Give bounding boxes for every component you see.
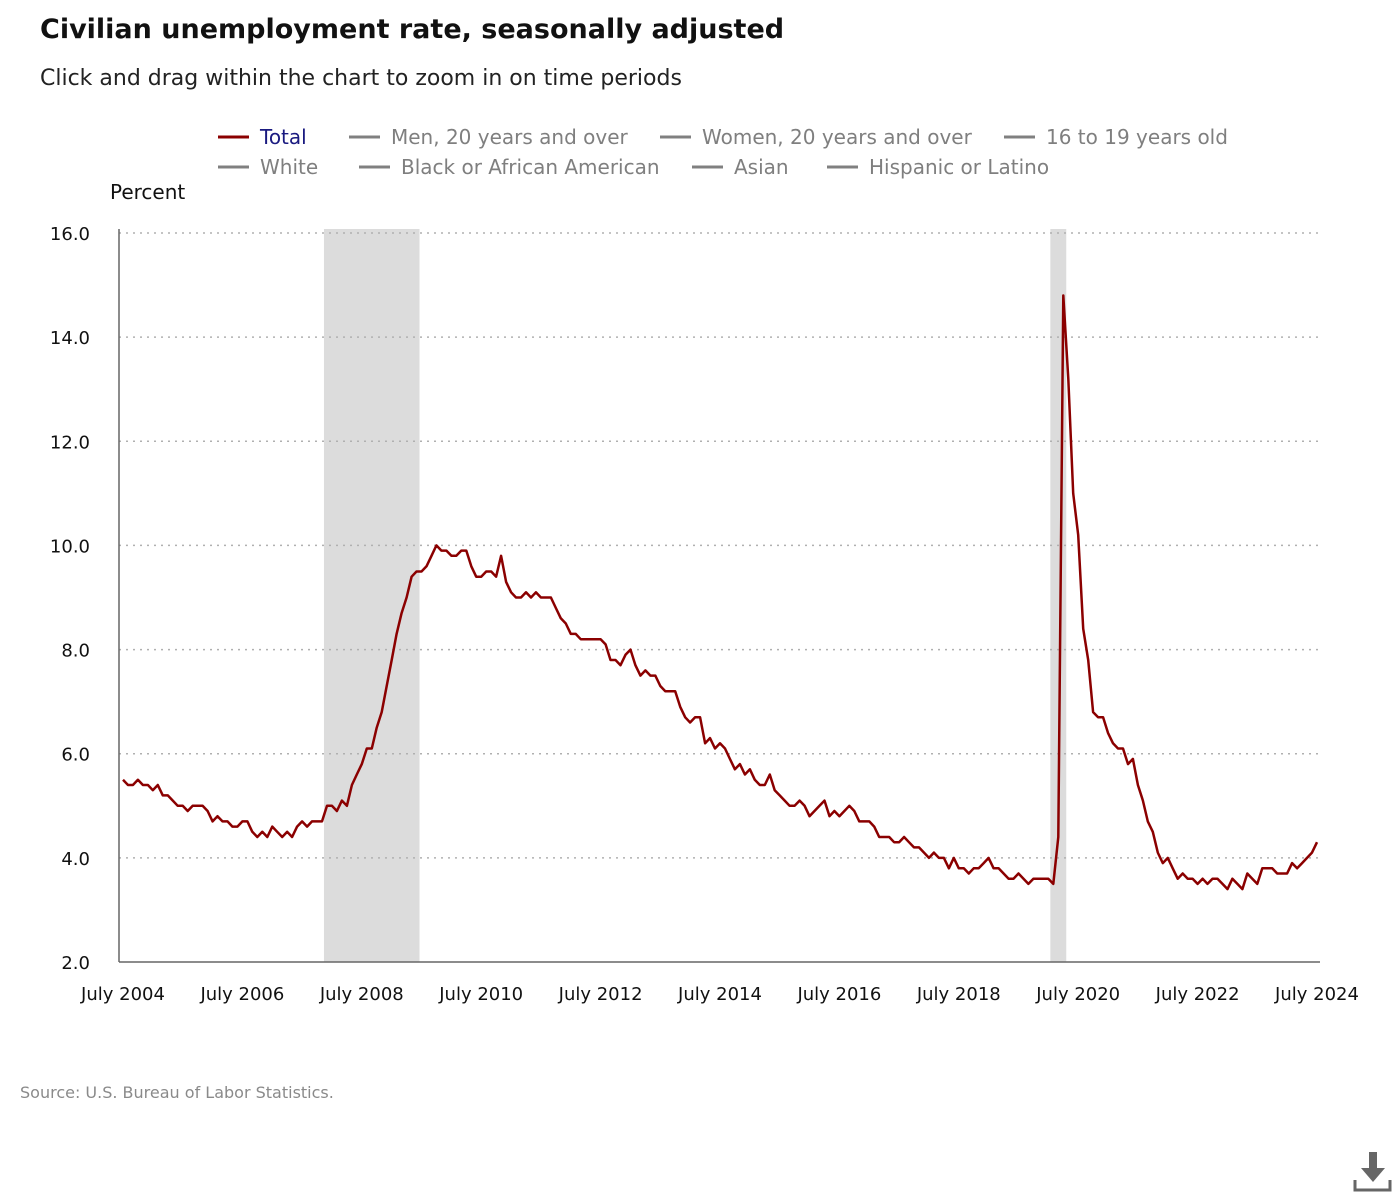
x-tick-label: July 2012 xyxy=(558,984,643,1005)
x-tick-label: July 2016 xyxy=(796,984,881,1005)
x-tick-label: July 2008 xyxy=(319,984,404,1005)
x-tick-label: July 2024 xyxy=(1274,984,1359,1005)
y-tick-label: 6.0 xyxy=(61,745,90,766)
x-tick-label: July 2014 xyxy=(677,984,762,1005)
download-icon xyxy=(1353,1152,1392,1192)
legend-label: Asian xyxy=(734,155,789,179)
recession-band xyxy=(323,229,420,962)
chart-title: Civilian unemployment rate, seasonally a… xyxy=(40,14,785,45)
recession-bands xyxy=(323,229,1067,962)
legend-item-16-to-19-years-old[interactable]: 16 to 19 years old xyxy=(1004,125,1228,149)
y-axis: 2.0 4.0 6.0 8.0 10.0 12.0 14.0 16.0 xyxy=(50,224,90,974)
legend-label: Black or African American xyxy=(401,155,660,179)
legend-item-men-20-years-and-over[interactable]: Men, 20 years and over xyxy=(349,125,629,149)
legend-label: Hispanic or Latino xyxy=(869,155,1049,179)
y-tick-label: 12.0 xyxy=(50,432,90,453)
source-note: Source: U.S. Bureau of Labor Statistics. xyxy=(20,1083,334,1102)
y-tick-label: 2.0 xyxy=(61,953,90,974)
chart-subtitle: Click and drag within the chart to zoom … xyxy=(40,66,682,91)
legend-label: Total xyxy=(259,125,307,149)
y-tick-label: 8.0 xyxy=(61,641,90,662)
gridlines xyxy=(119,232,1320,859)
x-axis: July 2004 July 2006 July 2008 July 2010 July… xyxy=(80,984,1359,1005)
x-tick-label: July 2020 xyxy=(1035,984,1120,1005)
legend-label: 16 to 19 years old xyxy=(1046,125,1228,149)
series-line-total xyxy=(122,294,1319,891)
legend-item-asian[interactable]: Asian xyxy=(692,155,789,179)
x-tick-label: July 2010 xyxy=(438,984,523,1005)
download-button[interactable] xyxy=(1352,1150,1392,1194)
legend-item-black-or-african-american[interactable]: Black or African American xyxy=(359,155,660,179)
x-tick-label: July 2006 xyxy=(199,984,284,1005)
legend-item-women-20-years-and-over[interactable]: Women, 20 years and over xyxy=(660,125,973,149)
x-tick-label: July 2022 xyxy=(1155,984,1240,1005)
y-tick-label: 14.0 xyxy=(50,328,90,349)
legend-item-white[interactable]: White xyxy=(218,155,318,179)
series-layer xyxy=(122,294,1319,891)
x-tick-label: July 2004 xyxy=(80,984,165,1005)
x-tick-label: July 2018 xyxy=(916,984,1001,1005)
legend-label: Women, 20 years and over xyxy=(702,125,973,149)
legend: Total Men, 20 years and over Women, 20 yea… xyxy=(218,125,1228,179)
legend-item-hispanic-or-latino[interactable]: Hispanic or Latino xyxy=(827,155,1049,179)
legend-label: Men, 20 years and over xyxy=(391,125,629,149)
y-tick-label: 16.0 xyxy=(50,224,90,245)
chart[interactable]: Total Men, 20 years and over Women, 20 yea… xyxy=(0,0,1400,1060)
legend-label: White xyxy=(260,155,318,179)
legend-item-total[interactable]: Total xyxy=(218,125,307,149)
y-tick-label: 10.0 xyxy=(50,536,90,557)
y-axis-title: Percent xyxy=(110,180,185,204)
y-tick-label: 4.0 xyxy=(61,849,90,870)
